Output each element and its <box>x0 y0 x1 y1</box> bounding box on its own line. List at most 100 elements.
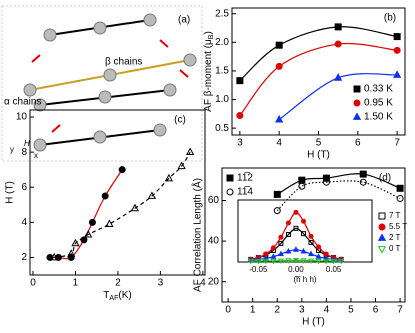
x-tick-label: 1 <box>250 305 256 316</box>
panel-label: (d) <box>379 173 391 184</box>
data-point <box>300 258 307 264</box>
data-point <box>147 191 157 199</box>
data-point <box>270 258 277 265</box>
data-point <box>105 219 114 227</box>
chart: 0 1 2 3 4 5 6 7 20 40 60 (d) H (T) AF Correlation Len… <box>191 167 406 328</box>
legend-marker <box>377 233 387 241</box>
data-point <box>285 247 292 254</box>
data-point <box>101 192 109 200</box>
data-point <box>273 190 281 198</box>
data-point <box>236 77 244 85</box>
data-point <box>50 252 59 261</box>
y-tick-label: 60 <box>208 195 220 206</box>
y-axis-label: AF β-moment (μB) <box>203 31 215 112</box>
legend-label: 7 T <box>389 211 401 220</box>
data-point <box>300 218 306 224</box>
legend-label: 0 T <box>389 244 401 253</box>
data-point <box>307 258 315 265</box>
data-point <box>177 161 186 170</box>
x-axis-label-part: AF <box>109 295 118 302</box>
data-point <box>315 258 322 265</box>
data-point <box>277 250 284 257</box>
x-tick-label: 0 <box>225 305 231 316</box>
axis-label: y <box>10 145 14 154</box>
y-tick-label: 1.0 <box>215 94 229 105</box>
x-axis-label: (h̅ h h) <box>293 275 316 284</box>
y-tick-label: 1.5 <box>215 66 229 77</box>
fit-line <box>250 259 342 262</box>
data-point <box>67 249 76 257</box>
data-point <box>396 194 404 202</box>
data-point <box>164 173 174 182</box>
legend-marker <box>353 85 361 93</box>
data-point <box>275 62 283 70</box>
y-axis-label-part: ) <box>203 31 214 34</box>
data-point <box>298 182 306 190</box>
fit-line <box>276 180 401 212</box>
x-tick-label: 3 <box>299 305 305 316</box>
x-axis-label-part: T <box>103 290 109 301</box>
cell-box <box>1 5 203 162</box>
y-axis-label: AF Correlation Length (Å) <box>191 178 204 292</box>
alpha-label: α chains <box>4 97 41 108</box>
spins <box>31 39 189 133</box>
x-axis-label: TAF(K) <box>103 290 131 302</box>
data-point <box>273 207 281 215</box>
axis-label: x <box>34 151 38 160</box>
data-point <box>316 244 322 250</box>
data-point <box>277 258 284 265</box>
data-point <box>275 41 283 49</box>
data-point <box>359 170 367 178</box>
data-point <box>298 176 306 184</box>
legend-label: 11̅4 <box>237 186 253 198</box>
y-tick-label: 40 <box>208 236 220 247</box>
panel-label: (b) <box>384 13 396 24</box>
data-point <box>334 73 343 81</box>
y-tick-label: 6 <box>21 182 27 193</box>
data-point <box>300 231 306 237</box>
data-point <box>285 220 291 226</box>
legend-marker <box>226 188 234 196</box>
x-tick-label: 3 <box>237 138 243 149</box>
data-point <box>278 234 284 240</box>
data-point <box>285 232 291 238</box>
x-axis-label: H (T) <box>307 150 330 161</box>
data-point <box>118 166 126 174</box>
fit-line <box>239 26 398 82</box>
x-tick-label: 6 <box>355 138 361 149</box>
y-tick-label: 10 <box>16 112 28 123</box>
y-tick-label: 0.5 <box>215 123 229 134</box>
data-point <box>308 240 314 246</box>
data-point <box>300 247 307 254</box>
x-tick-label: 2 <box>115 278 121 289</box>
y-axis-label-part: AF β-moment (μ <box>203 39 214 112</box>
atoms <box>23 13 197 152</box>
x-tick-label: 0.05 <box>326 265 342 274</box>
y-tick-label: 8 <box>21 147 27 158</box>
x-tick-label: 3 <box>158 278 164 289</box>
beta-label: β chains <box>105 57 142 68</box>
data-point <box>292 258 300 264</box>
x-axis-label-part: (K) <box>118 290 131 301</box>
x-tick-label: 7 <box>397 305 403 316</box>
legend-marker <box>353 99 361 107</box>
x-tick-label: 2 <box>274 305 280 316</box>
data-point <box>308 233 314 239</box>
legend-marker <box>352 112 362 120</box>
data-point <box>393 33 401 41</box>
data-point <box>270 245 276 251</box>
fit-line <box>54 151 191 259</box>
data-point <box>323 258 330 265</box>
panel-label: (c) <box>174 115 186 126</box>
fit-line <box>49 169 123 260</box>
x-tick-label: 5 <box>316 138 322 149</box>
chart: 3 4 5 6 7 0.5 1.0 1.5 2.0 2.5 (b) H (T) AF β-moment … <box>203 7 406 161</box>
data-point <box>322 174 330 182</box>
legend-marker <box>377 246 387 254</box>
data-point <box>236 112 244 120</box>
legend-label: 5.5 T <box>389 222 407 231</box>
y-tick-label: 4 <box>21 217 27 228</box>
legend-marker <box>378 212 386 220</box>
plot-frame <box>221 167 406 303</box>
